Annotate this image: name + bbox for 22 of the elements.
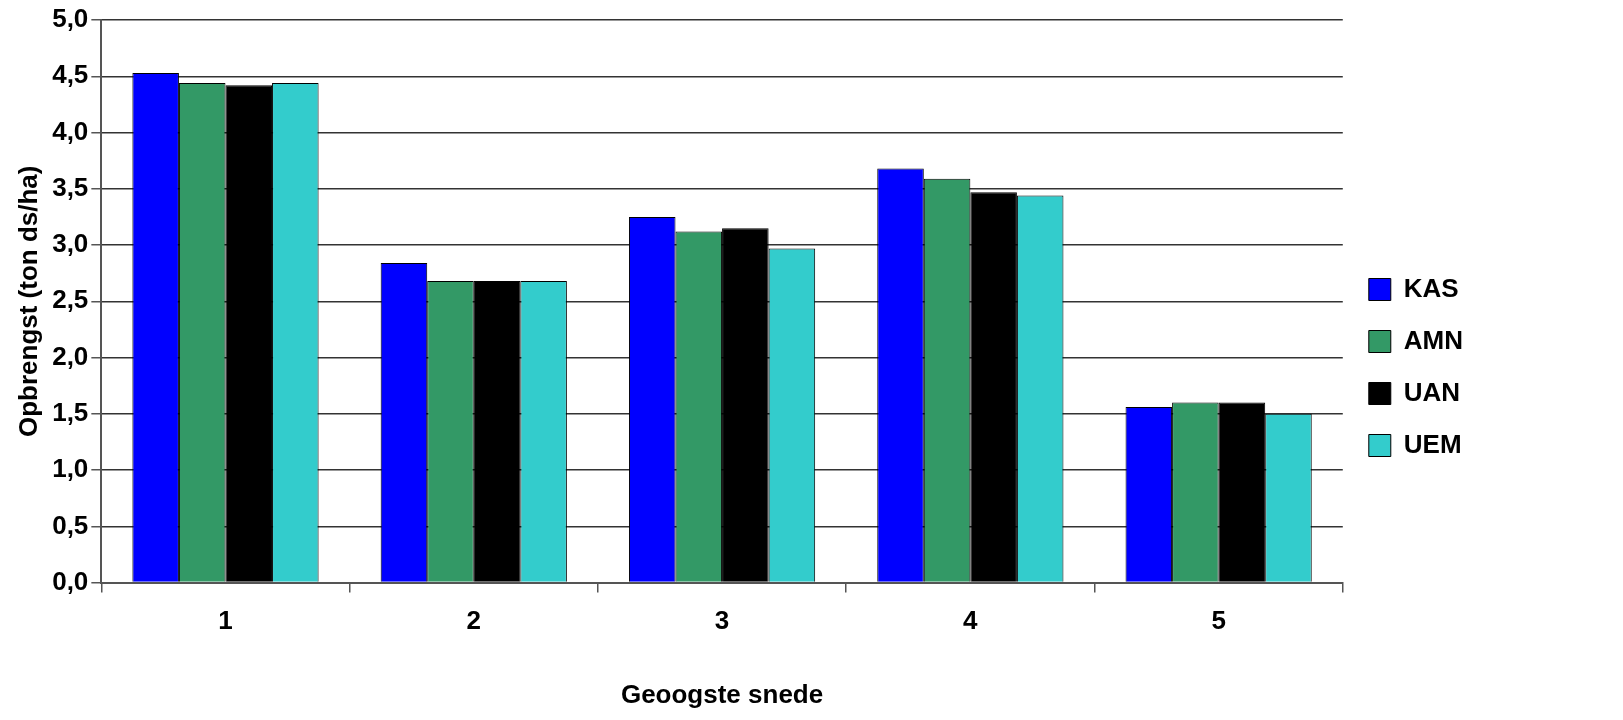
legend-label: UEM bbox=[1403, 428, 1462, 459]
x-tick-label: 5 bbox=[1211, 605, 1226, 636]
x-tick-label: 4 bbox=[963, 605, 979, 636]
y-tick-label: 1,0 bbox=[52, 453, 89, 484]
y-tick-label: 3,0 bbox=[52, 228, 89, 259]
y-tick-label: 3,5 bbox=[52, 171, 89, 202]
y-tick-label: 4,0 bbox=[52, 115, 89, 146]
y-tick-label: 1,5 bbox=[52, 396, 89, 427]
y-tick-label: 5,0 bbox=[52, 3, 89, 34]
x-axis-title: Geoogste snede bbox=[620, 678, 824, 709]
legend-label: KAS bbox=[1403, 272, 1459, 303]
y-tick-label: 2,5 bbox=[52, 284, 89, 315]
y-tick-label: 2,0 bbox=[52, 340, 89, 371]
legend-label: UAN bbox=[1403, 376, 1461, 407]
y-tick-label: 4,5 bbox=[52, 59, 89, 90]
x-tick-label: 3 bbox=[714, 605, 730, 636]
legend-label: AMN bbox=[1403, 324, 1464, 355]
y-tick-label: 0,0 bbox=[52, 565, 89, 596]
x-tick-label: 2 bbox=[466, 605, 482, 636]
y-axis-title: Opbrengst (ton ds/ha) bbox=[12, 165, 43, 438]
x-tick-label: 1 bbox=[218, 605, 233, 636]
y-tick-label: 0,5 bbox=[52, 509, 89, 540]
